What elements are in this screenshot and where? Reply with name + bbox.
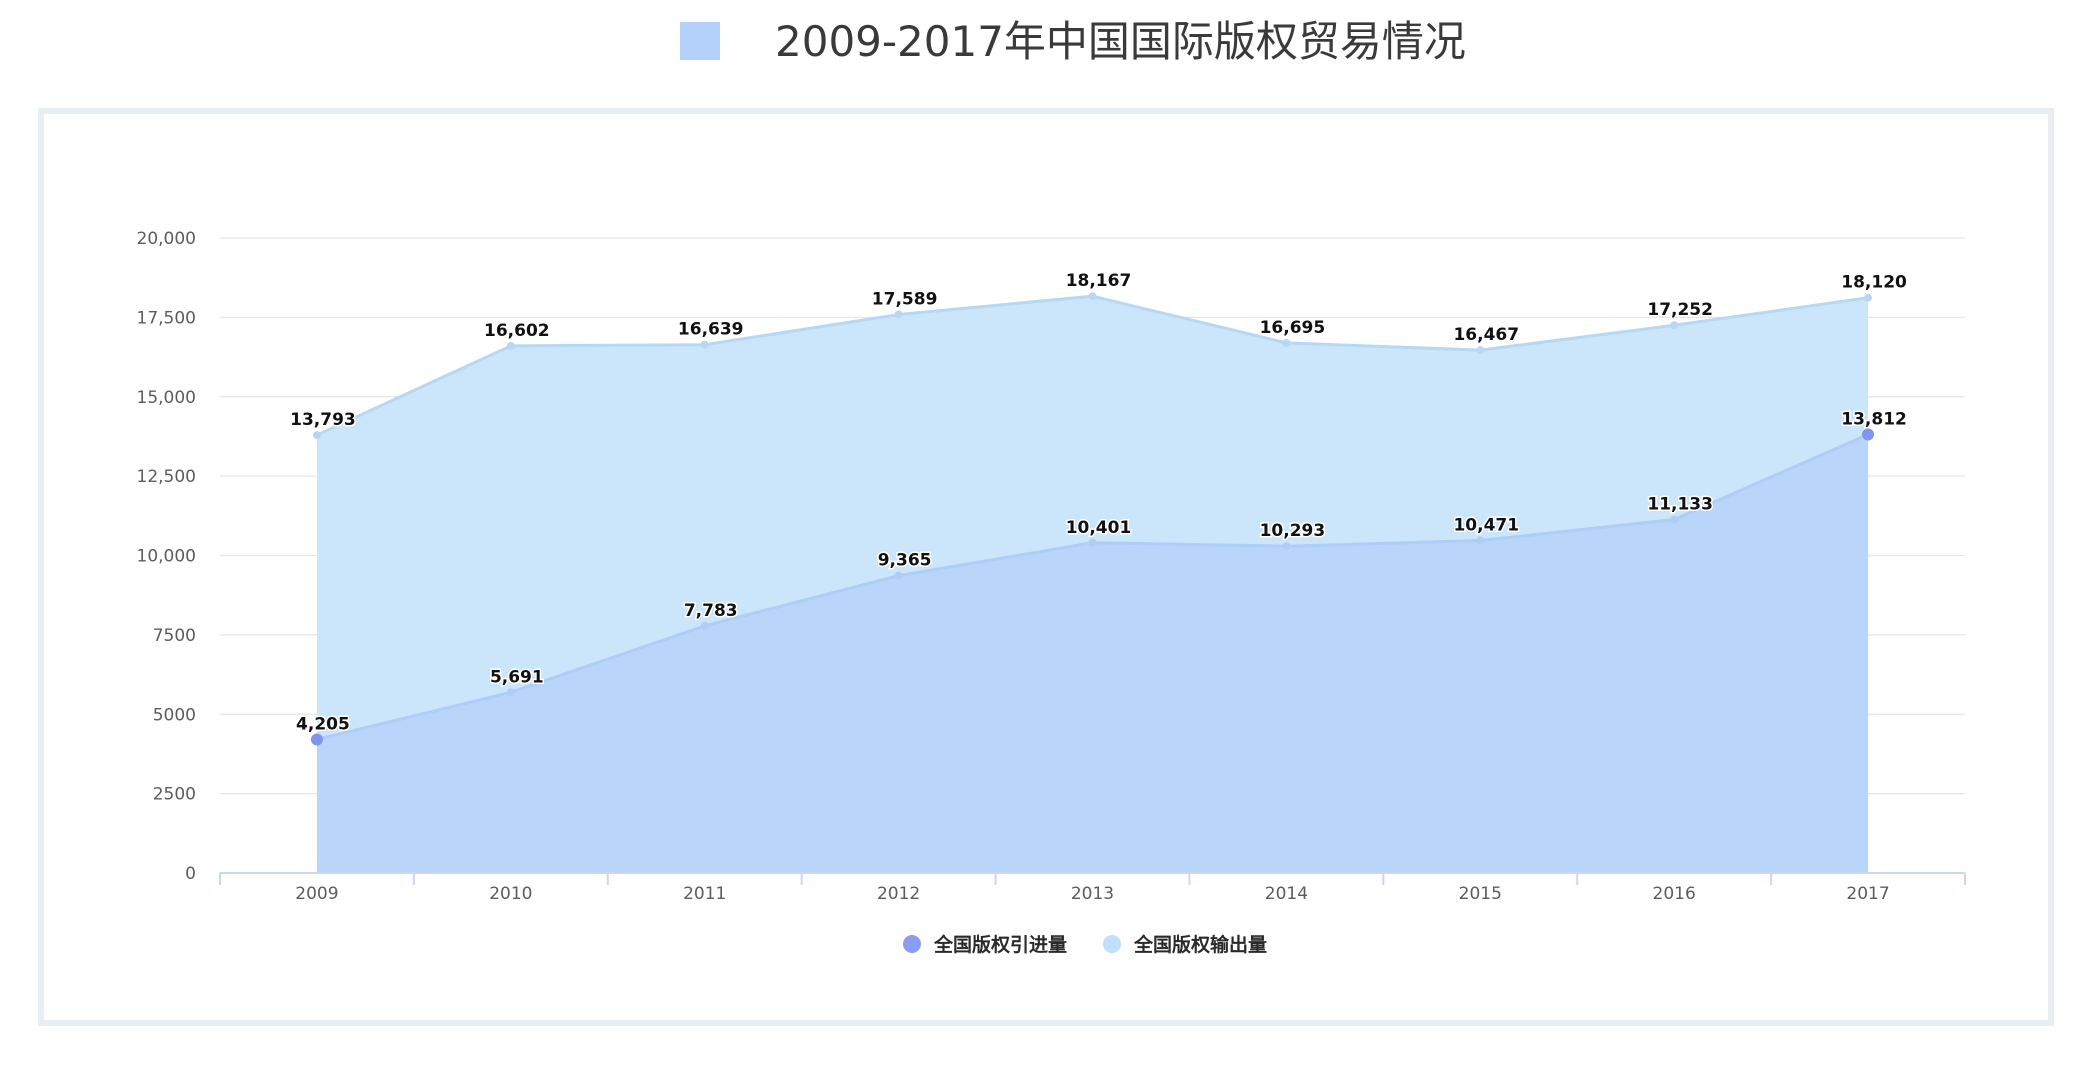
x-tick-label: 2017 [1846,884,1889,904]
y-tick-label: 2500 [153,785,196,805]
x-axis-tick-labels: 2009 2010 2011 2012 2013 2014 2015 2016 2017 [295,884,1889,904]
y-tick-label: 5000 [153,705,196,725]
legend-label: 全国版权引进量 [933,933,1067,956]
data-point[interactable] [1088,292,1097,301]
data-label: 13,793 [290,410,356,430]
legend-item[interactable]: 全国版权输出量 [1103,933,1267,956]
y-tick-label: 17,500 [137,308,196,328]
x-tick-label: 2009 [295,884,338,904]
legend-item[interactable]: 全国版权引进量 [903,933,1067,956]
data-point[interactable] [312,431,321,440]
legend-marker [1103,935,1121,953]
data-label: 17,252 [1647,300,1713,320]
x-tick-label: 2011 [683,884,726,904]
data-label: 9,365 [878,551,932,571]
chart-legend: 全国版权引进量 全国版权输出量 [903,933,1267,956]
page-title: 2009-2017年中国国际版权贸易情况 [775,17,1466,66]
data-label: 10,471 [1453,516,1519,536]
page-header: 2009-2017年中国国际版权贸易情况 [0,0,2080,100]
data-label: 7,783 [684,601,738,621]
data-label: 16,467 [1453,325,1519,345]
data-point[interactable] [894,310,903,319]
data-point[interactable] [1476,536,1485,545]
data-label: 16,639 [678,320,744,340]
y-tick-label: 10,000 [137,547,196,567]
data-label: 16,695 [1260,318,1326,338]
data-point[interactable] [700,340,709,349]
data-markers [310,292,1875,746]
data-point[interactable] [1282,338,1291,347]
data-label: 5,691 [490,667,544,687]
legend-marker [903,935,921,953]
data-point[interactable] [1476,346,1485,355]
x-axis [219,872,1966,885]
data-label: 18,120 [1841,273,1907,293]
data-label: 10,293 [1260,521,1326,541]
x-tick-label: 2012 [877,884,920,904]
data-point[interactable] [1670,321,1679,330]
data-point[interactable] [894,571,903,580]
data-point[interactable] [700,621,709,630]
data-point[interactable] [1864,293,1873,302]
data-label: 16,602 [484,321,550,341]
y-tick-label: 20,000 [137,229,196,249]
data-point[interactable] [1862,428,1875,441]
data-point[interactable] [506,341,515,350]
data-labels: 13,793 16,602 16,639 17,589 18,167 16,695 16,4… [289,270,1909,736]
x-tick-label: 2015 [1459,884,1502,904]
x-tick-label: 2014 [1265,884,1308,904]
data-label: 13,812 [1841,409,1907,429]
x-tick-label: 2016 [1653,884,1696,904]
data-point[interactable] [506,688,515,697]
series-areas [316,294,1869,873]
y-tick-label: 15,000 [137,388,196,408]
data-label: 4,205 [296,714,350,734]
data-point[interactable] [1282,542,1291,551]
data-label: 18,167 [1066,271,1132,291]
data-point[interactable] [1670,515,1679,524]
data-label: 17,589 [872,290,938,310]
data-point[interactable] [1088,538,1097,547]
x-tick-label: 2013 [1071,884,1114,904]
y-tick-label: 12,500 [137,467,196,487]
y-tick-label: 7500 [153,626,196,646]
data-point[interactable] [310,733,323,746]
y-axis-tick-labels: 0 2500 5000 7500 10,000 12,500 15,000 17,500 20,… [137,229,196,884]
data-label: 11,133 [1647,495,1713,515]
legend-label: 全国版权输出量 [1133,933,1267,956]
y-tick-label: 0 [185,864,196,884]
title-color-swatch [680,22,720,60]
data-label: 10,401 [1066,518,1132,538]
x-tick-label: 2010 [489,884,532,904]
